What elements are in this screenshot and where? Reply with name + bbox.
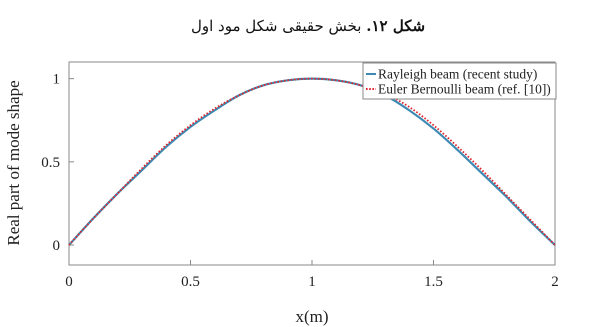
figure-caption: شکل ۱۲. بخش حقیقی شکل مود اول bbox=[191, 17, 425, 35]
figure-caption-text: بخش حقیقی شکل مود اول bbox=[191, 17, 366, 35]
y-axis-ticks: 00.51 bbox=[41, 72, 74, 254]
x-tick-label: 2 bbox=[551, 274, 559, 290]
series-layer bbox=[68, 77, 556, 246]
legend-box bbox=[362, 62, 557, 100]
x-tick-label: 0.5 bbox=[181, 274, 200, 290]
y-tick-label: 0.5 bbox=[41, 155, 60, 171]
legend-label-2: Euler Bernoulli beam (ref. [10]) bbox=[378, 82, 551, 97]
series-line-2 bbox=[68, 77, 556, 246]
figure-caption-label: شکل ۱۲. bbox=[366, 17, 425, 35]
x-axis-ticks: 0 0.5 1 1.5 2 bbox=[65, 260, 559, 290]
y-axis-label: Real part of mode shape bbox=[4, 80, 23, 245]
x-tick-label: 1 bbox=[308, 274, 316, 290]
series-line-1 bbox=[68, 77, 556, 246]
y-tick-label: 1 bbox=[53, 72, 61, 88]
x-tick-label: 0 bbox=[65, 274, 73, 290]
legend-label-1: Rayleigh beam (recent study) bbox=[378, 67, 537, 82]
legend: Rayleigh beam (recent study)Euler Bernou… bbox=[362, 62, 557, 100]
x-tick-label: 1.5 bbox=[424, 274, 443, 290]
x-axis-label: x(m) bbox=[295, 307, 328, 326]
y-tick-label: 0 bbox=[53, 238, 61, 254]
